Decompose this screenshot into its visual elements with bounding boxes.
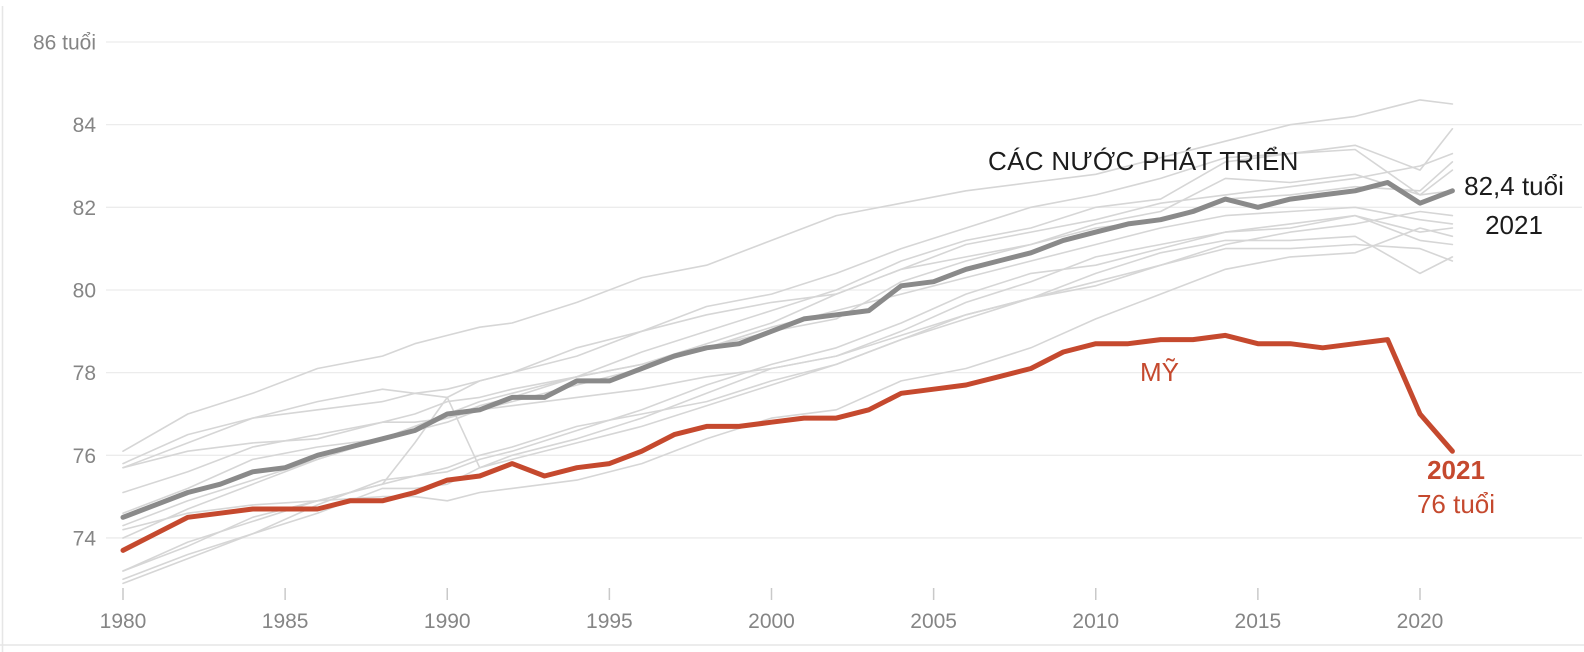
x-axis-tick-label: 1995: [586, 610, 633, 633]
background-country-line: [122, 210, 1454, 572]
developed-countries-endpoint-value: 82,4 tuổi: [1464, 171, 1564, 201]
y-axis-tick-label: 78: [73, 362, 96, 385]
background-country-line: [122, 173, 1454, 527]
y-axis-tick-label: 74: [73, 527, 97, 550]
x-axis-tick-label: 2005: [910, 610, 957, 633]
y-axis-tick-label: 84: [73, 114, 97, 137]
y-axis-tick-label: 76: [73, 445, 96, 468]
background-country-line: [122, 99, 1454, 452]
background-country-line: [122, 161, 1454, 465]
background-country-line: [122, 128, 1454, 469]
us-endpoint-value: 76 tuổi: [1416, 489, 1496, 519]
background-country-line: [122, 214, 1454, 581]
us-label: MỸ: [1140, 357, 1179, 387]
us-line: [120, 332, 1455, 553]
x-axis-tick-label: 2020: [1397, 610, 1444, 633]
y-axis-tick-label: 86 tuổi: [33, 32, 96, 55]
developed-countries-endpoint-annotation: 82,4 tuổi 2021: [1444, 167, 1584, 245]
y-axis-tick-label: 80: [73, 279, 96, 302]
background-country-line: [122, 227, 1454, 531]
background-country-line: [122, 206, 1454, 494]
us-endpoint-annotation: 2021 76 tuổi: [1398, 453, 1514, 521]
x-axis-tick-label: 1980: [100, 610, 147, 633]
x-axis-tick-label: 1985: [262, 610, 309, 633]
background-country-line: [122, 243, 1454, 585]
y-axis-tick-label: 82: [73, 197, 96, 220]
x-axis-tick-label: 1990: [424, 610, 471, 633]
x-axis-tick-label: 2015: [1235, 610, 1282, 633]
developed-countries-endpoint-year: 2021: [1485, 210, 1543, 240]
x-axis-tick-label: 2010: [1072, 610, 1119, 633]
developed-countries-label: CÁC NƯỚC PHÁT TRIỂN: [988, 146, 1299, 176]
developed-countries-line: [120, 180, 1455, 520]
us-endpoint-year: 2021: [1427, 455, 1485, 485]
background-country-line: [122, 235, 1454, 572]
x-axis-tick-label: 2000: [748, 610, 795, 633]
